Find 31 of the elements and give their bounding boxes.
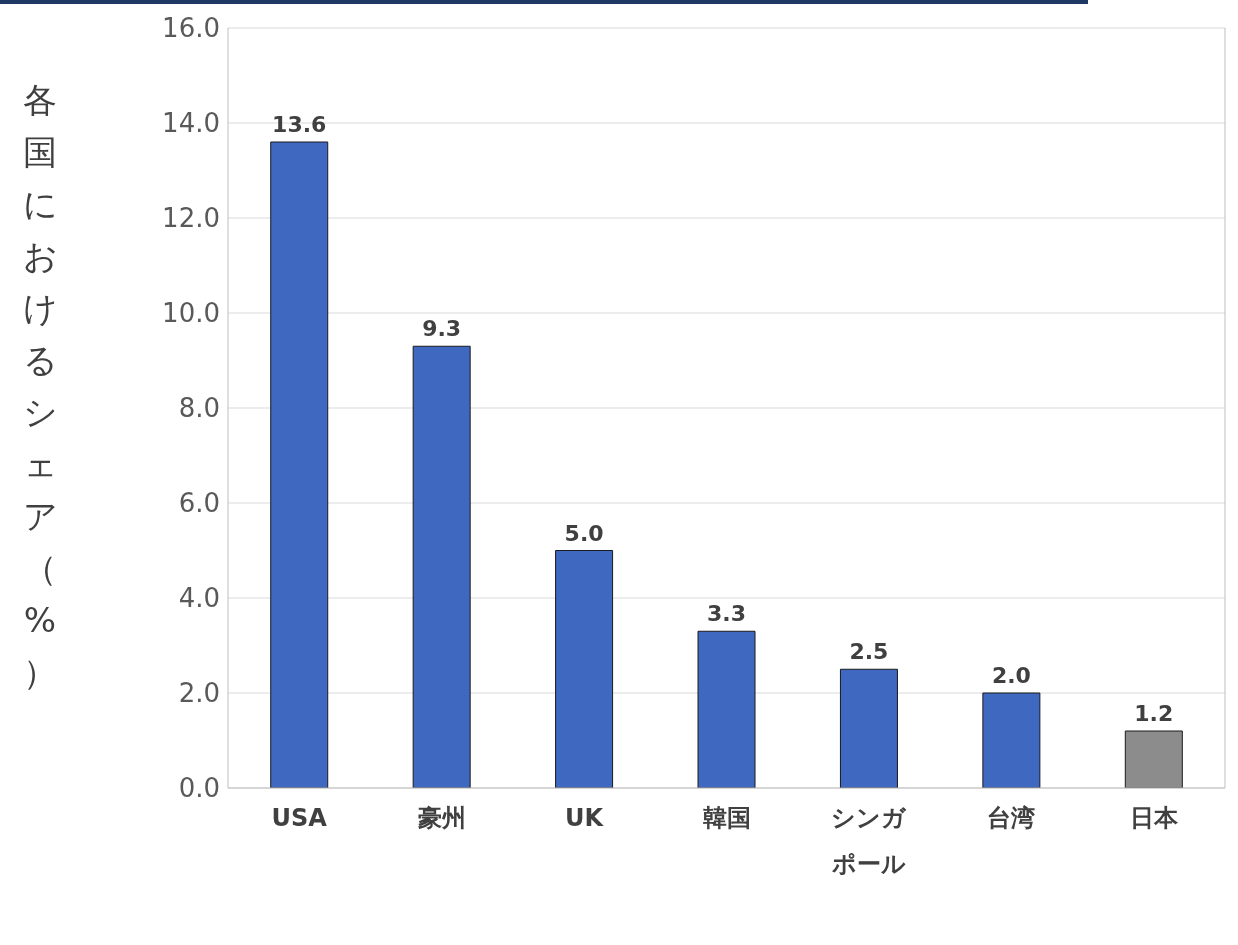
x-tick-label: シンガポール (830, 804, 908, 878)
bar (982, 692, 1041, 788)
bar (412, 345, 471, 788)
data-label: 2.0 (991, 663, 1031, 688)
y-tick-label: 4.0 (178, 583, 220, 614)
x-tick-label: 日本 (1129, 804, 1179, 832)
y-tick-label: 16.0 (162, 13, 220, 44)
data-label: 9.3 (422, 316, 462, 342)
y-tick-label: 6.0 (178, 488, 220, 519)
y-tick-label: 10.0 (162, 298, 220, 329)
x-tick-label: UK (565, 804, 605, 832)
x-tick-label: 豪州 (417, 804, 466, 832)
data-label: 2.5 (849, 639, 889, 665)
x-tick-label: 韓国 (702, 804, 751, 832)
bar (555, 550, 614, 788)
bar (839, 668, 898, 788)
text: 各国におけるシェア（%） (22, 80, 58, 692)
y-tick-label: 2.0 (178, 678, 220, 709)
y-tick-label: 0.0 (178, 773, 220, 804)
x-tick-label: USA (271, 804, 328, 832)
x-tick-label: 台湾 (987, 804, 1036, 832)
y-tick-label: 14.0 (162, 108, 220, 139)
bar (1124, 730, 1183, 788)
data-label: 13.6 (272, 112, 327, 137)
y-tick-label: 12.0 (162, 203, 220, 234)
y-tick-label: 8.0 (178, 393, 220, 424)
bar (270, 141, 329, 788)
data-label: 5.0 (564, 520, 604, 546)
bar (697, 630, 756, 788)
data-label: 1.2 (1134, 701, 1174, 726)
data-label: 3.3 (707, 601, 747, 627)
